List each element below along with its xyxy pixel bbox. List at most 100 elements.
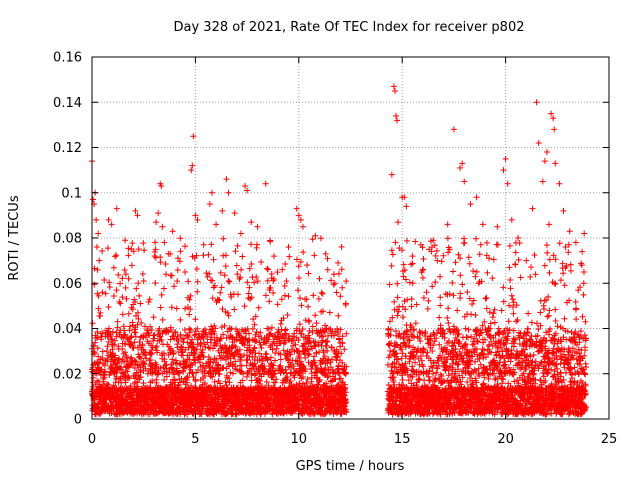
data-point [177, 235, 184, 242]
data-point [444, 221, 451, 228]
data-point [258, 259, 265, 266]
data-point [195, 330, 202, 337]
data-point [149, 369, 156, 376]
data-point [95, 305, 102, 312]
data-point [209, 374, 216, 381]
data-point [286, 253, 293, 260]
data-point [246, 284, 253, 291]
data-point [150, 314, 157, 321]
data-point [213, 356, 220, 363]
data-point [181, 335, 188, 342]
data-point [211, 282, 218, 289]
data-point [272, 357, 279, 364]
data-point [137, 374, 144, 381]
data-point [566, 228, 573, 235]
data-point [93, 243, 100, 250]
data-point [241, 303, 248, 310]
data-point [188, 361, 195, 368]
data-point [160, 285, 167, 292]
data-point [108, 221, 115, 228]
data-point [121, 327, 128, 334]
data-point [421, 377, 428, 384]
data-point [394, 280, 401, 287]
data-point [417, 337, 424, 344]
data-point [115, 271, 122, 278]
data-point [215, 361, 222, 368]
data-point [408, 303, 415, 310]
data-point [119, 311, 126, 318]
data-point [462, 325, 469, 332]
data-point [133, 285, 140, 292]
data-point [296, 321, 303, 328]
data-point [167, 349, 174, 356]
data-point [264, 266, 271, 273]
data-point [157, 333, 164, 340]
data-point [122, 379, 129, 386]
data-point [282, 260, 289, 267]
data-point [169, 228, 176, 235]
data-point [210, 359, 217, 366]
data-point [191, 350, 198, 357]
data-point [122, 271, 129, 278]
data-point [105, 325, 112, 332]
data-point [141, 360, 148, 367]
data-point [403, 203, 410, 210]
data-point [335, 312, 342, 319]
data-point [173, 305, 180, 312]
data-point [399, 376, 406, 383]
data-point [105, 216, 112, 223]
data-point [109, 328, 116, 335]
data-point [194, 216, 201, 223]
data-point [177, 332, 184, 339]
data-point [237, 274, 244, 281]
data-point [315, 295, 322, 302]
data-point [103, 348, 110, 355]
data-point [135, 315, 142, 322]
data-point [113, 252, 120, 259]
data-point [452, 259, 459, 266]
data-point [98, 366, 105, 373]
data-point [317, 235, 324, 242]
data-point [188, 382, 195, 389]
data-point [148, 326, 155, 333]
data-point [464, 379, 471, 386]
data-point [258, 344, 265, 351]
data-point [399, 350, 406, 357]
data-point [125, 252, 132, 259]
data-point [128, 333, 135, 340]
data-point [121, 267, 128, 274]
data-point [437, 302, 444, 309]
data-point [208, 189, 215, 196]
data-point [125, 275, 132, 282]
data-point [308, 366, 315, 373]
data-point [337, 293, 344, 300]
data-point [95, 292, 102, 299]
data-point [207, 373, 214, 380]
data-point [539, 178, 546, 185]
data-point [153, 362, 160, 369]
data-point [543, 149, 550, 156]
data-point [450, 268, 457, 275]
data-point [139, 271, 146, 278]
data-point [134, 212, 141, 219]
data-point [299, 223, 306, 230]
data-point [279, 266, 286, 273]
data-point [254, 223, 261, 230]
data-point [186, 296, 193, 303]
data-point [218, 324, 225, 331]
data-point [464, 334, 471, 341]
data-point [115, 357, 122, 364]
data-point [457, 290, 464, 297]
data-point [197, 340, 204, 347]
data-point [157, 259, 164, 266]
data-point [419, 274, 426, 281]
data-point [311, 342, 318, 349]
data-point [124, 368, 131, 375]
data-point [391, 298, 398, 305]
data-point [171, 283, 178, 290]
data-point [304, 262, 311, 269]
data-point [225, 375, 232, 382]
data-point [218, 284, 225, 291]
data-point [223, 176, 230, 183]
data-point [213, 221, 220, 228]
